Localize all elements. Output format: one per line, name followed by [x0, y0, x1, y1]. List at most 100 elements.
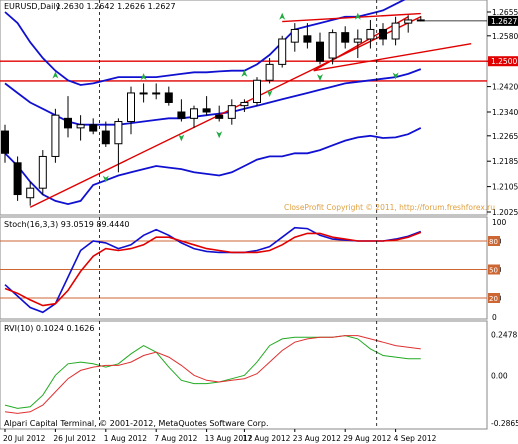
- price-tick-label: 1.2420: [492, 83, 518, 92]
- rvi-signal-line: [4, 335, 421, 414]
- stoch-level-box: [488, 293, 500, 303]
- rvi-main-line: [4, 335, 421, 409]
- date-tick-label: 26 Jul 2012: [53, 434, 96, 443]
- fractal-down-arrow: [216, 131, 223, 139]
- date-tick-label: 7 Aug 2012: [154, 434, 197, 443]
- candle-body: [64, 117, 72, 129]
- stoch-level-box: [488, 264, 500, 275]
- date-tick-label: 23 Aug 2012: [293, 434, 341, 443]
- candle-body: [328, 32, 337, 59]
- ohlc-readout: 1.2630 1.2642 1.2626 1.2627: [56, 2, 176, 11]
- date-tick-label: 1 Aug 2012: [104, 434, 147, 443]
- level-price-label: 1.2500: [491, 57, 517, 66]
- candle-body: [152, 92, 161, 95]
- price-tick-label: 1.2340: [492, 108, 518, 117]
- candle-body: [353, 38, 362, 43]
- candle-body: [101, 130, 110, 145]
- fractal-up-arrow: [52, 71, 59, 79]
- price-tick-label: 1.2655: [492, 8, 518, 17]
- price-tick-label: 1.2025: [492, 208, 518, 217]
- price-panel: [0, 0, 487, 208]
- current-price-label: 1.2627: [491, 17, 517, 26]
- current-price-box: [488, 15, 518, 26]
- candle-body: [38, 155, 47, 189]
- candle-body: [303, 35, 312, 43]
- candle-body: [89, 124, 98, 132]
- candle-body: [76, 124, 85, 129]
- stoch-level-label: 50: [489, 267, 498, 275]
- stoch-level-label: 80: [489, 238, 498, 246]
- stoch-label: Stoch(16,3,3) 93.0519 89.4440: [4, 220, 130, 229]
- fractal-down-arrow: [392, 72, 399, 80]
- candle-body: [341, 32, 350, 43]
- candle-body: [391, 22, 400, 40]
- candle-body: [265, 63, 274, 81]
- candle-body: [278, 38, 287, 65]
- fractal-up-arrow: [354, 12, 361, 20]
- watermark-text: CloseProfit Copyright © 2011, http://for…: [284, 203, 495, 212]
- price-tick-label: 1.2265: [492, 132, 518, 141]
- channel-top-line: [282, 12, 421, 23]
- price-tick-label: 1.2185: [492, 157, 518, 166]
- fractal-down-arrow: [317, 74, 323, 82]
- stoch-signal-line: [4, 231, 422, 307]
- date-tick-label: 13 Aug 2012: [205, 434, 253, 443]
- rvi-tick-label: -0.2865: [491, 419, 518, 428]
- symbol-title: EURUSD,Daily: [4, 2, 61, 11]
- candle-body: [240, 101, 249, 107]
- candle-body: [366, 28, 375, 40]
- date-tick-label: 20 Jul 2012: [3, 434, 46, 443]
- fractal-down-arrow: [102, 175, 109, 183]
- fractal-up-arrow: [241, 69, 248, 77]
- candle-body: [404, 19, 413, 24]
- stochastic-panel: [0, 226, 487, 314]
- price-tick-label: 1.2105: [492, 183, 518, 192]
- rvi-tick-label: 0.00: [491, 371, 508, 380]
- candle-body: [215, 114, 224, 119]
- bollinger-middle-band: [4, 68, 422, 126]
- candle-body: [290, 28, 299, 43]
- fractal-up-arrow: [279, 12, 286, 20]
- candle-body: [139, 92, 148, 95]
- fractal-down-arrow: [178, 134, 185, 142]
- candle-body: [26, 187, 35, 199]
- footer-copyright: Alpari Capital Terminal, © 2001-2012, Me…: [4, 419, 269, 428]
- stoch-level-label: 20: [489, 295, 498, 303]
- date-tick-label: 17 Aug 2012: [242, 434, 290, 443]
- stoch-level-box: [488, 236, 500, 246]
- fractal-down-arrow: [266, 89, 273, 97]
- date-tick-label: 29 Aug 2012: [343, 434, 391, 443]
- main-panel-frame: [0, 0, 488, 216]
- candle-body: [416, 19, 425, 22]
- candle-body: [227, 105, 236, 119]
- stoch-tick-label: 0: [492, 313, 497, 322]
- candle-body: [190, 108, 198, 119]
- candle-body: [177, 111, 186, 119]
- fractal-up-arrow: [140, 73, 147, 81]
- candle-body: [114, 121, 123, 145]
- candle-body: [316, 41, 324, 62]
- rvi-label: RVI(10) 0.1024 0.1626: [4, 324, 94, 333]
- rvi-panel: [4, 335, 421, 414]
- uptrend-line: [29, 16, 422, 208]
- candle-body: [253, 79, 261, 103]
- stoch-panel-frame: [0, 216, 488, 320]
- bollinger-lower-band: [4, 127, 422, 206]
- date-tick-label: 4 Sep 2012: [394, 434, 437, 443]
- candle-body: [379, 28, 387, 40]
- channel-bottom-line: [313, 43, 472, 72]
- rvi-panel-frame: [0, 320, 488, 430]
- rvi-tick-label: 0.2478: [491, 330, 517, 339]
- level-price-box: [488, 56, 518, 67]
- price-tick-label: 1.2580: [492, 32, 518, 41]
- candle-body: [51, 114, 60, 157]
- bollinger-upper-band: [4, 0, 406, 86]
- stoch-tick-label: 100: [492, 218, 507, 227]
- candle-body: [1, 130, 9, 154]
- candle-body: [13, 162, 22, 196]
- candle-body: [164, 92, 173, 103]
- candle-body: [127, 92, 135, 123]
- candle-body: [202, 108, 211, 113]
- axes: 1.2655 1.2580 1.2500 1.2420 1.2340 1.2265 1.21…: [3, 0, 518, 443]
